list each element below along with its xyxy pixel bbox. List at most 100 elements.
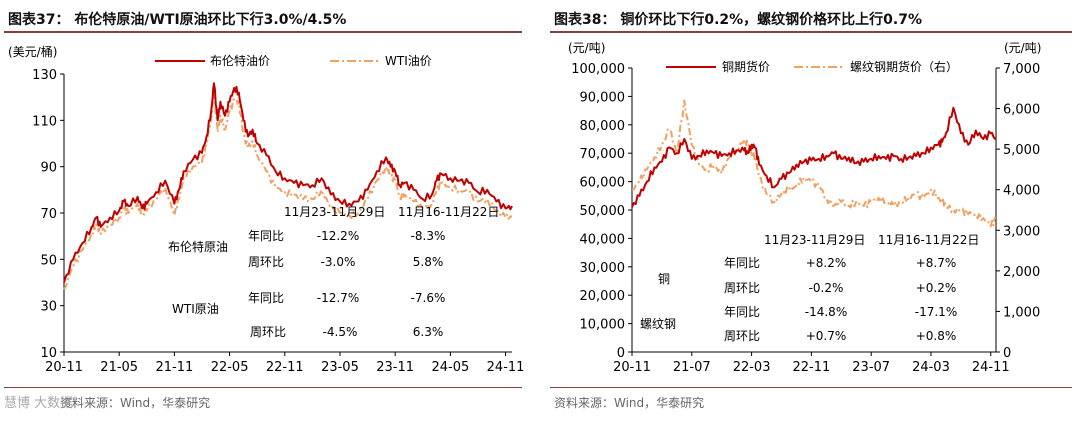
source-note: 资料来源：Wind，华泰研究 (554, 396, 705, 410)
chart-title-oil: 图表37： 布伦特原油/WTI原油环比下行3.0%/4.5% (8, 12, 347, 28)
table-col-header-1: 11月23-11月29日 (284, 205, 385, 219)
y-tick-label: 30 (40, 300, 57, 315)
series-line-primary (631, 106, 997, 208)
table-cell: -8.3% (411, 229, 446, 243)
legend-label-wti: WTI油价 (385, 54, 432, 68)
table-cell: -14.8% (805, 305, 847, 319)
y-tick-label: 60,000 (580, 176, 626, 191)
y-axis-unit: (美元/桶) (8, 44, 57, 59)
x-tick-label: 24-11 (487, 360, 525, 375)
y-tick-label: 100,000 (571, 62, 625, 77)
y-tick-label: 0 (617, 346, 625, 361)
y-right-tick-label: 3,000 (1003, 224, 1040, 239)
x-tick-label: 24-11 (972, 360, 1010, 375)
y-tick-label: 90,000 (580, 90, 626, 105)
series-line-secondary (63, 91, 513, 290)
y-tick-label: 30,000 (580, 261, 626, 276)
table-cell: -0.2% (809, 281, 844, 295)
metal-stats-table: 11月23-11月29日 11月16-11月22日 铜 年同比 +8.2% +8… (640, 233, 979, 343)
table-col-header-2: 11月16-11月22日 (398, 205, 499, 219)
legend-label-rebar: 螺纹钢期货价（右） (850, 59, 958, 74)
table-group-label: 螺纹钢 (640, 317, 676, 331)
table-cell: -12.2% (317, 229, 359, 243)
y-right-tick-label: 6,000 (1003, 103, 1040, 118)
table-cell: +0.8% (916, 329, 957, 343)
table-group-label: 布伦特原油 (168, 239, 228, 254)
table-cell: -3.0% (321, 255, 356, 269)
watermark: 慧博 大数据 (4, 396, 74, 411)
x-tick-label: 21-07 (673, 360, 711, 375)
x-tick-label: 22-05 (211, 360, 249, 375)
y-right-tick-label: 1,000 (1003, 305, 1040, 320)
y-right-tick-label: 2,000 (1003, 265, 1040, 280)
x-tick-label: 23-11 (376, 360, 414, 375)
x-tick-label: 24-05 (431, 360, 469, 375)
y-right-tick-label: 5,000 (1003, 143, 1040, 158)
series-line-secondary (631, 99, 997, 228)
table-cell: -12.7% (317, 291, 359, 305)
title-divider (550, 31, 1072, 33)
table-metric-label: 年同比 (248, 229, 284, 243)
x-tick-label: 23-07 (852, 360, 890, 375)
x-tick-label: 22-11 (266, 360, 304, 375)
source-note: 资料来源：Wind，华泰研究 (60, 396, 211, 410)
title-divider (4, 31, 522, 33)
y-right-tick-label: 0 (1003, 346, 1011, 361)
y-tick-label: 50 (40, 253, 57, 268)
x-tick-label: 23-05 (321, 360, 359, 375)
table-group-label: 铜 (658, 271, 670, 286)
metal-price-chart: (元/吨) (元/吨) 铜期货价 螺纹钢期货价（右） 0 10,000 20,000… (568, 41, 1041, 375)
footer-divider (4, 387, 522, 388)
y-tick-label: 50,000 (580, 204, 626, 219)
x-tick-label: 20-11 (613, 360, 651, 375)
y-tick-label: 20,000 (580, 289, 626, 304)
x-tick-label: 24-03 (912, 360, 950, 375)
table-metric-label: 周环比 (724, 329, 760, 343)
series-line-primary (63, 82, 513, 283)
chart-title-metals: 图表38： 铜价环比下行0.2%，螺纹钢价格环比上行0.7% (554, 12, 923, 28)
table-col-header-2: 11月16-11月22日 (878, 233, 979, 247)
table-cell: +0.2% (916, 281, 957, 295)
x-tick-label: 21-05 (100, 360, 138, 375)
y-right-tick-label: 4,000 (1003, 184, 1040, 199)
y-tick-label: 40,000 (580, 232, 626, 247)
y-tick-label: 80,000 (580, 119, 626, 134)
table-cell: +0.7% (806, 329, 847, 343)
legend-label-copper: 铜期货价 (722, 59, 770, 74)
table-group-label: WTI原油 (172, 302, 219, 316)
table-cell: -7.6% (411, 291, 446, 305)
table-metric-label: 周环比 (724, 281, 760, 295)
table-cell: -4.5% (323, 325, 358, 339)
y-axis-unit-left: (元/吨) (568, 41, 605, 55)
table-cell: -17.1% (915, 305, 957, 319)
oil-price-chart: (美元/桶) 布伦特油价 WTI油价 10 30 50 70 90 110 130 20-11… (8, 44, 525, 375)
y-right-tick-label: 7,000 (1003, 62, 1040, 77)
x-tick-label: 22-11 (792, 360, 830, 375)
table-metric-label: 年同比 (724, 305, 760, 319)
footer-divider (550, 387, 1072, 388)
table-metric-label: 周环比 (248, 255, 284, 269)
x-tick-label: 21-11 (155, 360, 193, 375)
oil-stats-table: 11月23-11月29日 11月16-11月22日 布伦特原油 年同比 -12.… (168, 205, 499, 339)
y-tick-label: 130 (32, 68, 57, 83)
table-metric-label: 周环比 (250, 325, 286, 339)
table-cell: 5.8% (413, 255, 444, 269)
panel-brent-wti: 图表37： 布伦特原油/WTI原油环比下行3.0%/4.5% (美元/桶) 布伦… (0, 0, 530, 421)
table-cell: +8.7% (916, 256, 957, 270)
panel-copper-rebar: 图表38： 铜价环比下行0.2%，螺纹钢价格环比上行0.7% (元/吨) (元/… (546, 0, 1080, 421)
y-tick-label: 90 (40, 161, 57, 176)
table-metric-label: 年同比 (248, 291, 284, 305)
y-axis-unit-right: (元/吨) (1004, 41, 1041, 55)
table-cell: 6.3% (413, 325, 444, 339)
y-tick-label: 70,000 (580, 147, 626, 162)
x-tick-label: 20-11 (45, 360, 83, 375)
legend-label-brent: 布伦特油价 (210, 53, 270, 68)
y-tick-label: 110 (32, 114, 57, 129)
table-col-header-1: 11月23-11月29日 (764, 233, 865, 247)
table-metric-label: 年同比 (724, 256, 760, 270)
y-tick-label: 10 (40, 346, 57, 361)
x-tick-label: 22-03 (733, 360, 771, 375)
table-cell: +8.2% (806, 256, 847, 270)
y-tick-label: 10,000 (580, 318, 626, 333)
y-tick-label: 70 (40, 207, 57, 222)
